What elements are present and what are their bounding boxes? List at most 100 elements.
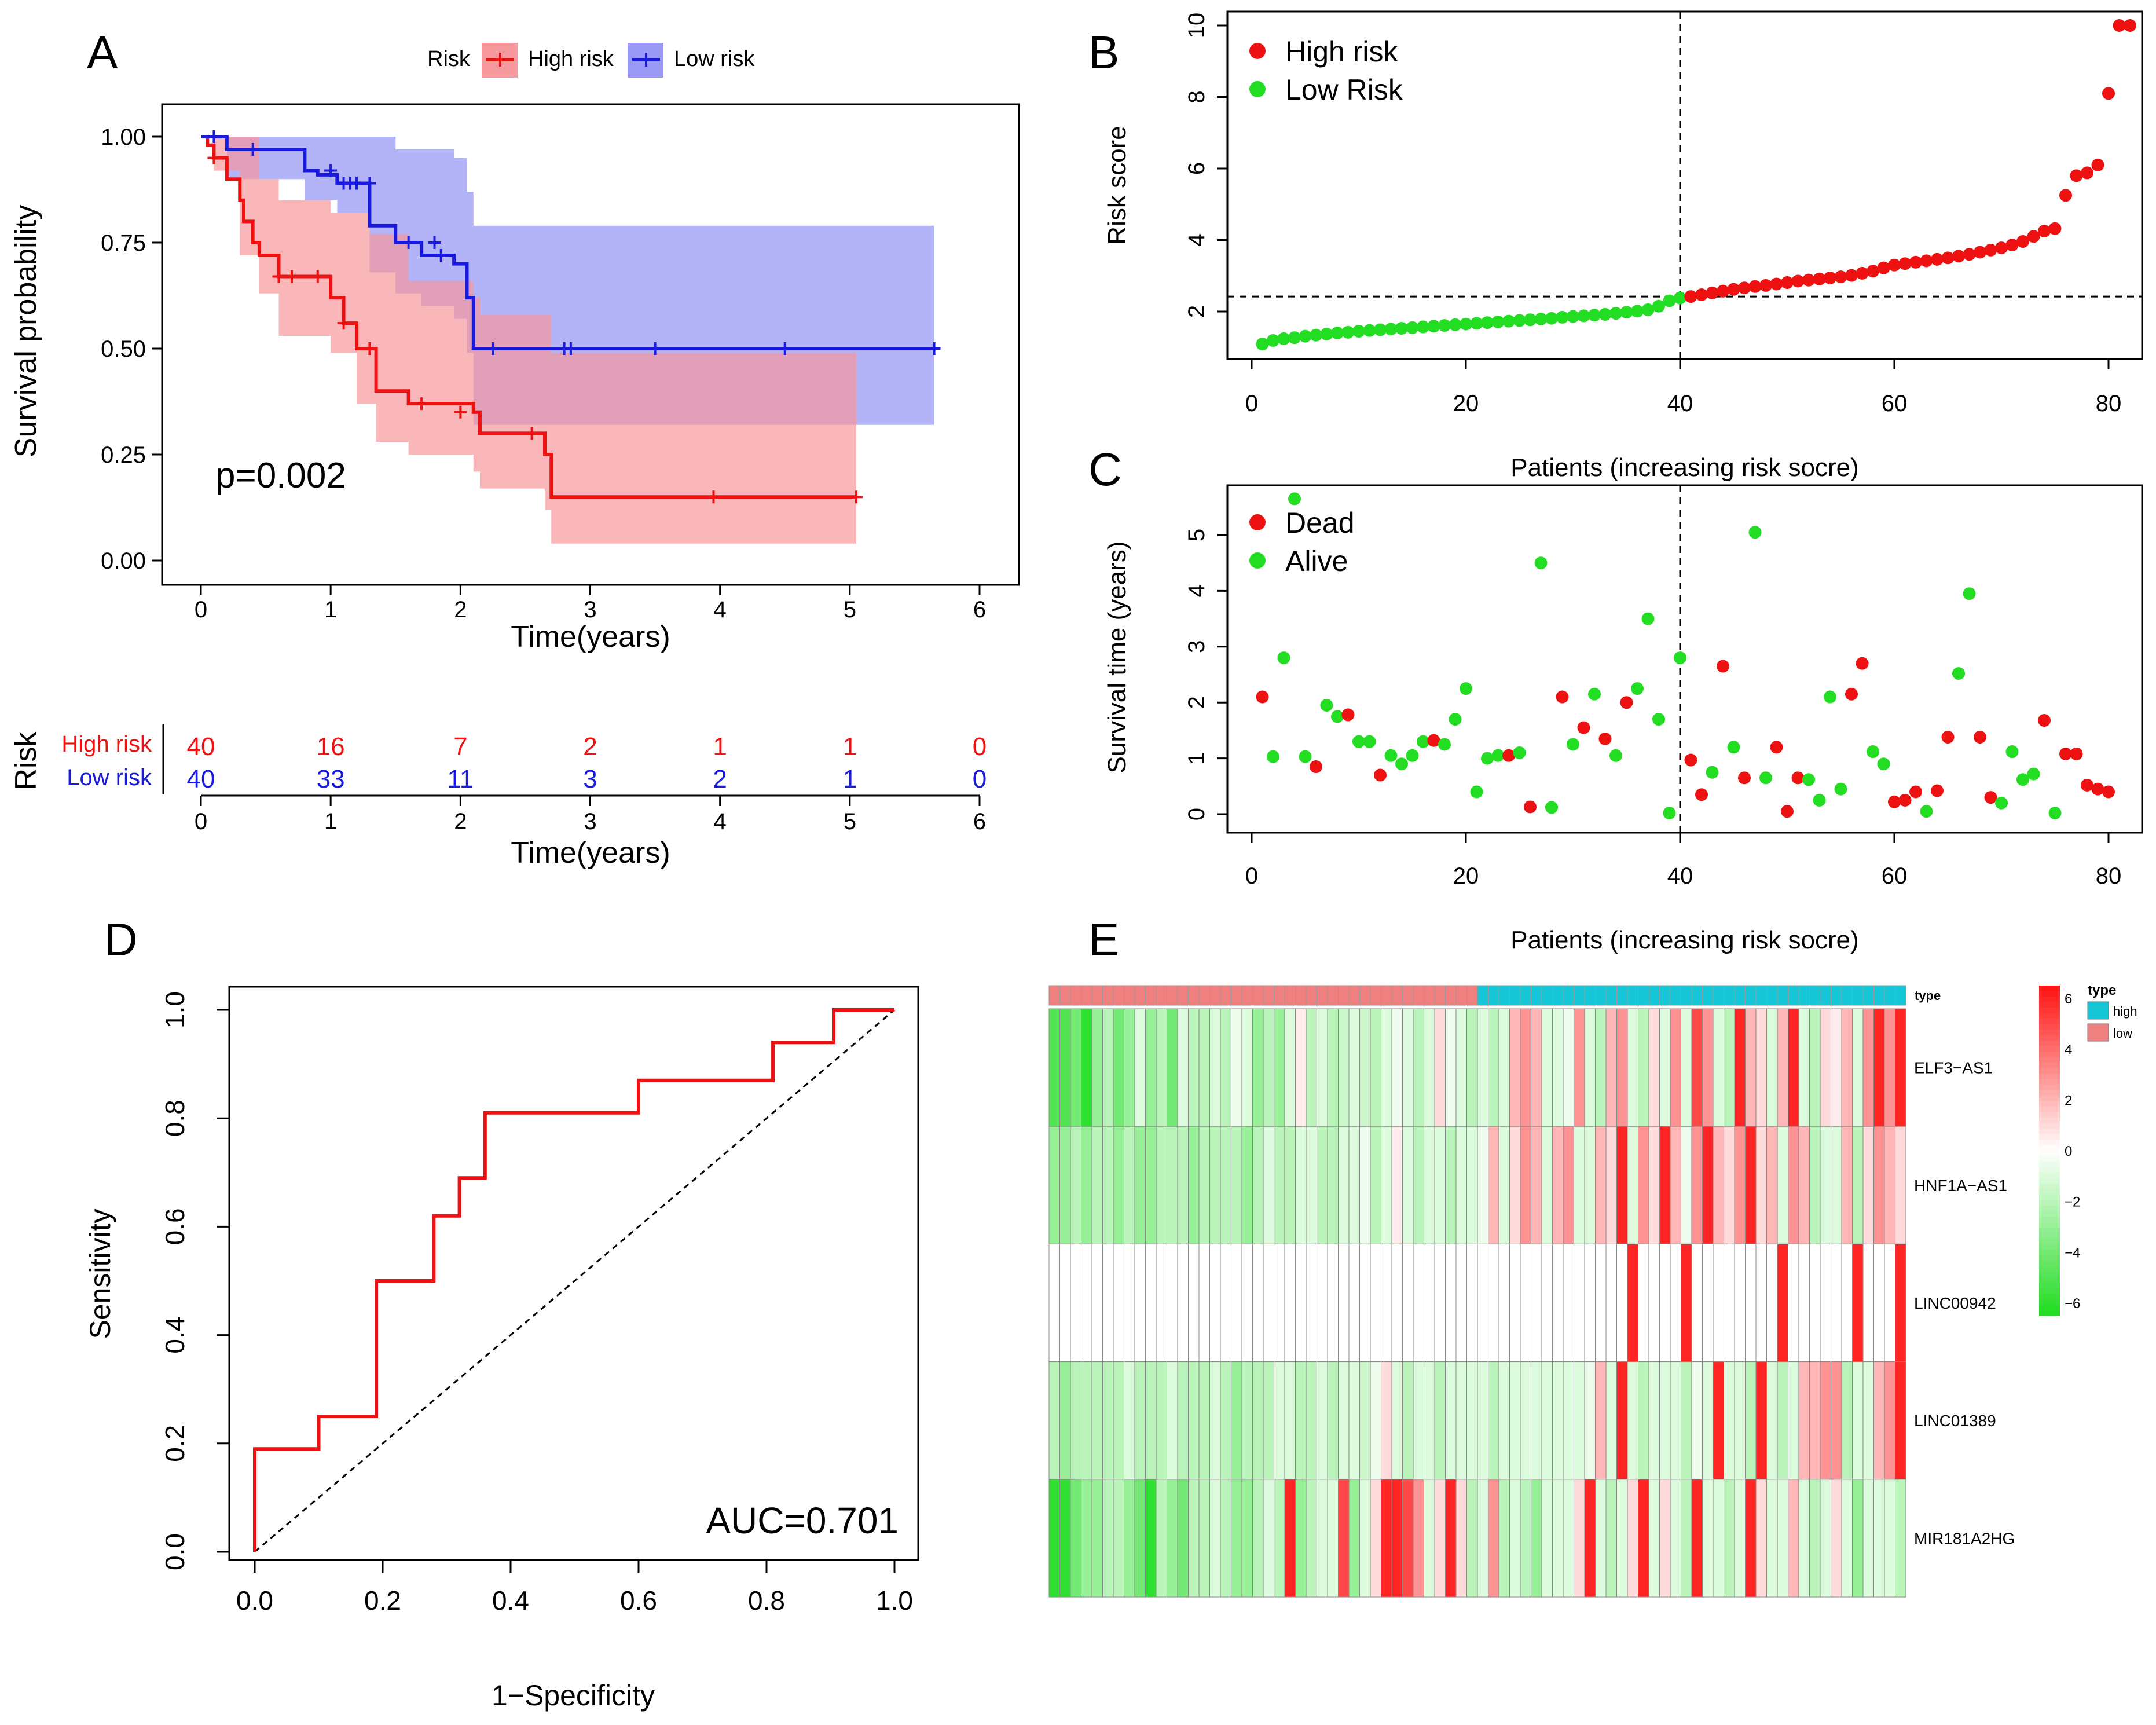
survival-status-point-dead <box>1941 730 1955 744</box>
heatmap-cell <box>1220 1243 1231 1363</box>
heatmap-scale-step <box>2039 1222 2060 1228</box>
heatmap-cell <box>1284 1243 1296 1363</box>
heatmap-cell <box>1455 1008 1467 1127</box>
km-censor-mark-low <box>207 130 221 143</box>
roc-x-tick-label: 0.2 <box>364 1585 401 1616</box>
heatmap-cell <box>1424 1479 1435 1598</box>
survival-status-point-dead <box>2091 782 2104 796</box>
heatmap-cell <box>1252 1008 1264 1127</box>
risk-score-point <box>1256 338 1269 351</box>
heatmap-cell <box>1488 1243 1499 1363</box>
heatmap-cell <box>1681 1479 1692 1598</box>
heatmap-type-cell-high <box>1520 985 1531 1006</box>
heatmap-cell <box>1831 1361 1842 1480</box>
heatmap-type-cell-low <box>1081 985 1092 1006</box>
heatmap-cell <box>1070 1008 1081 1127</box>
heatmap-cell <box>1713 1361 1724 1480</box>
roc-axes: 0.0 0.2 0.4 0.6 0.8 1.0 0.0 0.2 0.4 0.6 0.8 1.0 <box>160 991 913 1616</box>
heatmap-cell <box>1862 1008 1874 1127</box>
heatmap-cell <box>1498 1479 1510 1598</box>
heatmap-cell <box>1520 1361 1531 1480</box>
risk-score-point <box>1748 280 1762 293</box>
heatmap-cell <box>1584 1479 1596 1598</box>
heatmap-cell <box>1167 1361 1178 1480</box>
heatmap-type-cell-high <box>1862 985 1874 1006</box>
risk-score-points <box>1256 19 2136 351</box>
heatmap-cell <box>1820 1479 1831 1598</box>
survival-status-point-dead <box>1502 749 1515 762</box>
survival-status-point-alive <box>1824 690 1836 704</box>
heatmap-row-label: ELF3−AS1 <box>1914 1059 1993 1077</box>
heatmap-cell <box>1317 1479 1328 1598</box>
heatmap-cells <box>1048 1008 1906 1598</box>
roc-y-tick-label: 0.8 <box>160 1100 190 1137</box>
heatmap-cell <box>1584 1126 1596 1244</box>
risk-score-point <box>1288 331 1301 345</box>
heatmap-type-cell-low <box>1177 985 1189 1006</box>
heatmap-cell <box>1177 1126 1189 1244</box>
risk-score-y-tick-label: 2 <box>1184 305 1209 318</box>
survival-status-point-alive <box>1513 746 1526 759</box>
heatmap-cell <box>1605 1243 1617 1363</box>
survival-status-point-dead <box>1427 734 1440 747</box>
heatmap-scale-step <box>2039 1162 2060 1168</box>
heatmap-cell <box>1895 1008 1906 1127</box>
risk-score-x-tick-label: 20 <box>1453 391 1479 416</box>
heatmap-cell <box>1520 1243 1531 1363</box>
risk-score-point <box>1663 294 1676 307</box>
heatmap-cell <box>1102 1361 1114 1480</box>
risk-score-point <box>1631 305 1644 318</box>
heatmap-scale-step <box>2039 997 2060 1003</box>
heatmap-cell <box>1841 1479 1853 1598</box>
heatmap-cell <box>1209 1008 1221 1127</box>
heatmap-type-cell-low <box>1156 985 1167 1006</box>
risk-score-point <box>1717 284 1729 298</box>
survival-status-point-dead <box>2081 778 2093 792</box>
heatmap-cell <box>1070 1243 1081 1363</box>
heatmap-cell <box>1070 1479 1081 1598</box>
heatmap-cell <box>1188 1479 1200 1598</box>
heatmap-cell <box>1755 1361 1767 1480</box>
heatmap-type-legend-low-label: low <box>2113 1026 2132 1041</box>
heatmap-cell <box>1231 1361 1242 1480</box>
heatmap-type-cell-high <box>1627 985 1638 1006</box>
heatmap-cell <box>1691 1008 1703 1127</box>
heatmap-cell <box>1724 1126 1735 1244</box>
heatmap-cell <box>1209 1243 1221 1363</box>
risk-score-point <box>1695 288 1708 301</box>
risk-score-legend: High risk Low Risk <box>1249 35 1403 106</box>
risk-score-point <box>1320 327 1333 340</box>
heatmap-cell <box>1681 1126 1692 1244</box>
heatmap-cell <box>1198 1243 1210 1363</box>
heatmap-scale-step <box>2039 986 2060 992</box>
risk-score-point <box>1920 254 1933 268</box>
heatmap-cell <box>1605 1479 1617 1598</box>
heatmap-cell <box>1627 1126 1638 1244</box>
heatmap-cell <box>1574 1479 1585 1598</box>
risk-table-cell-low: 2 <box>713 765 727 793</box>
heatmap-type-cell-low <box>1231 985 1242 1006</box>
expression-heatmap: type ELF3−AS1 HNF1A−AS1 LINC00942 LINC01389… <box>1048 983 2137 1598</box>
km-censor-mark-high <box>525 427 538 440</box>
heatmap-cell <box>1306 1008 1317 1127</box>
survival-status-point-dead <box>1695 788 1708 801</box>
heatmap-cell <box>1648 1126 1660 1244</box>
km-legend: Risk High risk Low risk <box>427 43 755 78</box>
risk-table-x-axis-label: Time(years) <box>511 836 670 870</box>
heatmap-cell <box>1691 1243 1703 1363</box>
heatmap-scale-step <box>2039 1305 2060 1311</box>
heatmap-cell <box>1755 1479 1767 1598</box>
risk-score-point <box>1941 251 1955 265</box>
heatmap-scale-step <box>2039 1173 2060 1179</box>
heatmap-type-cell-high <box>1498 985 1510 1006</box>
survival-status-frame <box>1226 484 2143 834</box>
heatmap-cell <box>1231 1008 1242 1127</box>
heatmap-cell <box>1466 1479 1478 1598</box>
roc-x-tick-label: 1.0 <box>876 1585 913 1616</box>
heatmap-cell <box>1102 1479 1114 1598</box>
roc-plot-frame <box>228 986 919 1561</box>
heatmap-cell <box>1702 1479 1714 1598</box>
heatmap-cell <box>1338 1479 1350 1598</box>
heatmap-cell <box>1884 1361 1895 1480</box>
risk-score-y-axis-label: Risk score <box>1103 126 1131 244</box>
